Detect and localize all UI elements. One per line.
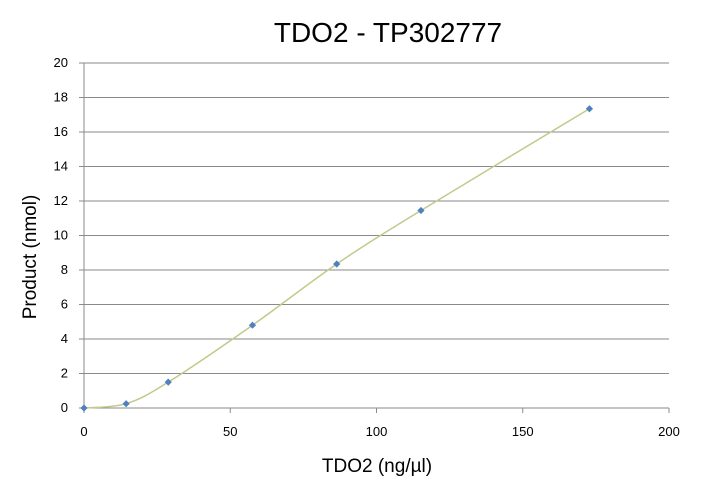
grid [84,62,669,374]
x-tick-labels: 0 50 100 150 200 [80,424,679,439]
x-tick-label: 0 [80,424,87,439]
x-tick-label: 100 [366,424,388,439]
series-line [83,108,590,409]
data-point [417,206,425,215]
chart-title: TDO2 - TP302777 [274,17,502,48]
data-points [80,105,594,412]
data-point [122,400,130,408]
y-tick-label: 0 [61,400,68,415]
data-point [585,105,594,113]
data-point [333,260,341,268]
y-tick-labels: 0 2 4 6 8 10 12 14 16 18 20 [54,55,68,415]
y-tick-label: 6 [61,297,68,312]
data-point [248,321,257,329]
y-tick-label: 20 [54,55,68,70]
x-tick-label: 150 [512,424,534,439]
y-tick-label: 2 [61,366,68,381]
data-point [164,378,172,386]
y-tick-label: 16 [54,124,68,139]
x-tick-label: 50 [223,424,237,439]
data-point [80,404,88,412]
y-tick-label: 8 [61,262,68,277]
x-axis-title: TDO2 (ng/µl) [322,456,432,477]
y-tick-label: 18 [54,90,68,105]
axes [79,62,670,413]
y-axis-title: Product (nmol) [20,195,41,320]
x-tick-label: 200 [658,424,680,439]
y-tick-label: 10 [54,228,68,243]
y-tick-label: 4 [61,331,68,346]
y-tick-label: 14 [54,159,68,174]
trend-line [83,108,590,409]
y-tick-label: 12 [54,193,68,208]
